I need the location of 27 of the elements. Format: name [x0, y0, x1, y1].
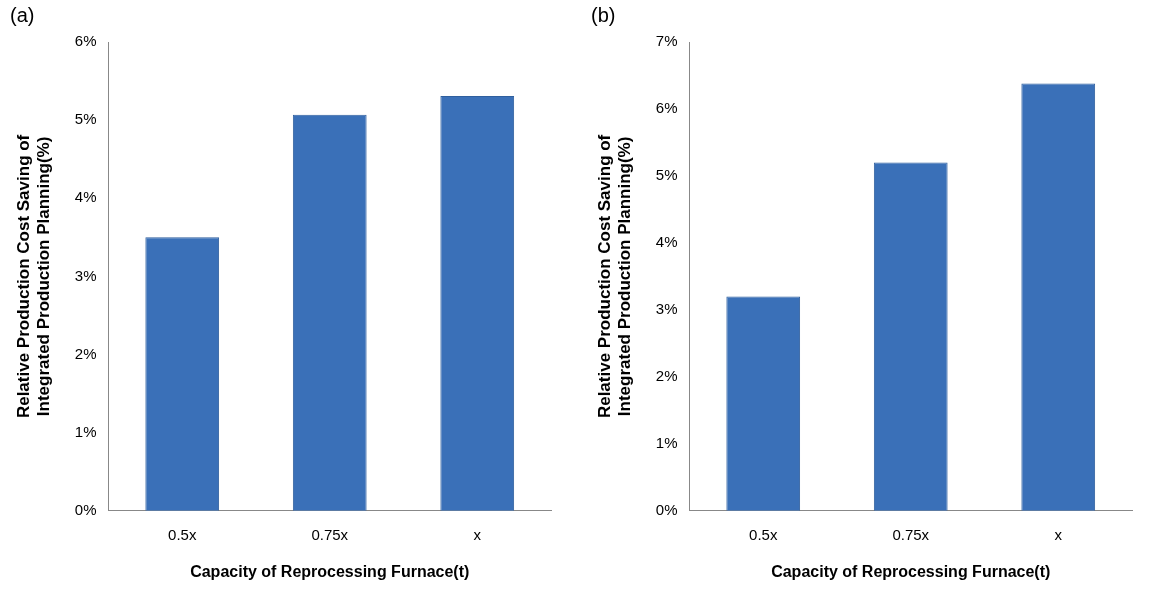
y-tick-label: 7%	[655, 32, 678, 50]
y-tick-label: 4%	[655, 233, 678, 251]
y-tick-label: 3%	[74, 266, 97, 284]
x-tick-label: x	[473, 525, 482, 543]
y-tick-label: 6%	[655, 99, 678, 117]
x-tick-label: 0.75x	[892, 525, 930, 543]
y-tick-label: 6%	[74, 32, 97, 50]
x-axis-title: Capacity of Reprocessing Furnace(t)	[771, 562, 1051, 580]
y-tick-label: 0%	[655, 500, 678, 518]
y-tick-label: 4%	[74, 188, 97, 206]
y-axis-title: Relative Production Cost Saving of Integrated Production Planning(%)	[594, 134, 635, 419]
chart-title: (b)	[591, 3, 616, 26]
x-tick-label: x	[1054, 525, 1063, 543]
y-tick-label: 2%	[655, 367, 678, 384]
x-axis-title: Capacity of Reprocessing Furnace(t)	[190, 562, 470, 580]
y-axis-title: Relative Production Cost Saving of Integrated Production Planning(%)	[13, 134, 54, 419]
x-tick-label: 0.5x	[749, 525, 778, 543]
chart-title: (a)	[10, 3, 35, 26]
y-tick-label: 0%	[74, 500, 97, 518]
y-tick-label: 1%	[74, 422, 97, 440]
y-tick-label: 5%	[74, 110, 97, 128]
y-tick-label: 5%	[655, 166, 678, 184]
y-tick-label: 2%	[74, 344, 97, 362]
x-tick-label: 0.75x	[311, 525, 349, 543]
x-tick-label: 0.5x	[168, 525, 197, 543]
y-tick-label: 1%	[655, 433, 678, 451]
y-tick-label: 3%	[655, 300, 678, 318]
